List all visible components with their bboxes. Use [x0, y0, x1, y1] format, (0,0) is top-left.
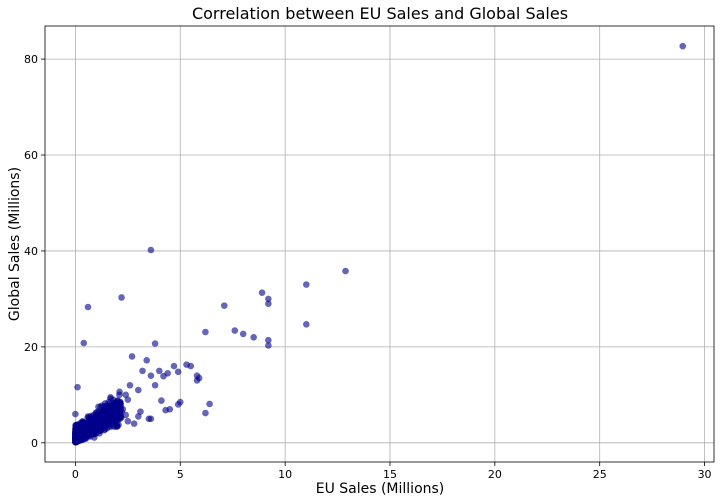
data-point	[679, 42, 687, 50]
x-axis-ticks: 0 5 10 15 20 25 30	[72, 462, 712, 481]
x-gridlines	[75, 26, 705, 462]
data-point	[193, 372, 201, 379]
data-point	[79, 431, 86, 439]
chart-title: Correlation between EU Sales and Global …	[192, 4, 568, 23]
data-point	[122, 391, 130, 399]
data-point	[166, 405, 174, 413]
y-tick-label: 60	[24, 149, 38, 162]
data-point	[202, 409, 209, 417]
y-axis-ticks: 0 20 40 60 80	[24, 53, 45, 450]
data-points	[72, 42, 687, 446]
plot-area	[45, 26, 714, 462]
x-tick-label: 30	[698, 468, 712, 481]
data-point	[206, 400, 213, 408]
data-point	[239, 330, 247, 338]
data-point	[88, 424, 95, 432]
data-point	[99, 413, 107, 420]
data-point	[221, 302, 228, 309]
data-point	[110, 402, 118, 409]
data-point	[96, 429, 103, 437]
data-point	[139, 367, 146, 375]
y-tick-label: 0	[31, 437, 38, 450]
x-tick-label: 15	[383, 468, 397, 481]
data-point	[74, 383, 81, 391]
data-point	[124, 417, 132, 425]
y-tick-label: 40	[24, 245, 38, 258]
data-point	[117, 406, 124, 413]
data-point	[258, 289, 266, 296]
x-tick-label: 10	[278, 468, 292, 481]
data-point	[72, 431, 79, 438]
data-point	[342, 267, 349, 275]
data-point	[151, 340, 159, 347]
y-gridlines	[45, 58, 714, 444]
data-point	[116, 391, 123, 399]
data-point	[128, 353, 136, 360]
data-point	[183, 361, 190, 368]
data-point	[265, 300, 272, 308]
data-point	[80, 339, 88, 347]
data-point	[126, 381, 134, 389]
x-tick-label: 25	[593, 468, 607, 481]
data-point	[265, 295, 272, 303]
data-point	[193, 377, 201, 384]
data-point	[117, 400, 125, 408]
data-point	[143, 357, 151, 364]
data-point	[151, 381, 159, 389]
data-point	[176, 398, 184, 406]
data-point	[105, 398, 112, 406]
data-point	[303, 321, 310, 328]
data-point	[202, 328, 209, 336]
data-point	[158, 397, 165, 404]
y-tick-label: 20	[24, 341, 38, 354]
data-point	[137, 408, 144, 415]
data-point	[130, 420, 138, 427]
data-point	[90, 430, 97, 437]
data-point	[135, 386, 142, 394]
data-point	[231, 327, 239, 334]
data-point	[107, 413, 115, 421]
data-point	[72, 410, 79, 418]
data-point	[118, 294, 125, 301]
x-tick-label: 0	[72, 468, 79, 481]
x-tick-label: 20	[488, 468, 502, 481]
data-point	[174, 368, 182, 376]
x-axis-label: EU Sales (Millions)	[316, 481, 445, 497]
data-point	[98, 402, 106, 409]
data-point	[170, 362, 178, 370]
data-point	[95, 417, 102, 425]
data-point	[147, 246, 155, 254]
data-point	[145, 415, 153, 423]
data-point	[105, 405, 112, 412]
data-point	[72, 438, 80, 446]
data-point	[265, 342, 272, 349]
y-axis-label: Global Sales (Millions)	[7, 167, 23, 321]
data-point	[84, 303, 92, 311]
data-point	[147, 372, 155, 379]
data-point	[265, 336, 272, 344]
data-point	[100, 423, 108, 431]
x-tick-label: 5	[177, 468, 184, 481]
data-point	[250, 333, 257, 341]
data-point	[155, 367, 163, 375]
data-point	[94, 408, 101, 415]
data-point	[160, 372, 167, 380]
plot-frame	[44, 25, 715, 463]
y-tick-label: 80	[24, 53, 38, 66]
data-point	[111, 423, 119, 430]
data-point	[303, 281, 310, 288]
